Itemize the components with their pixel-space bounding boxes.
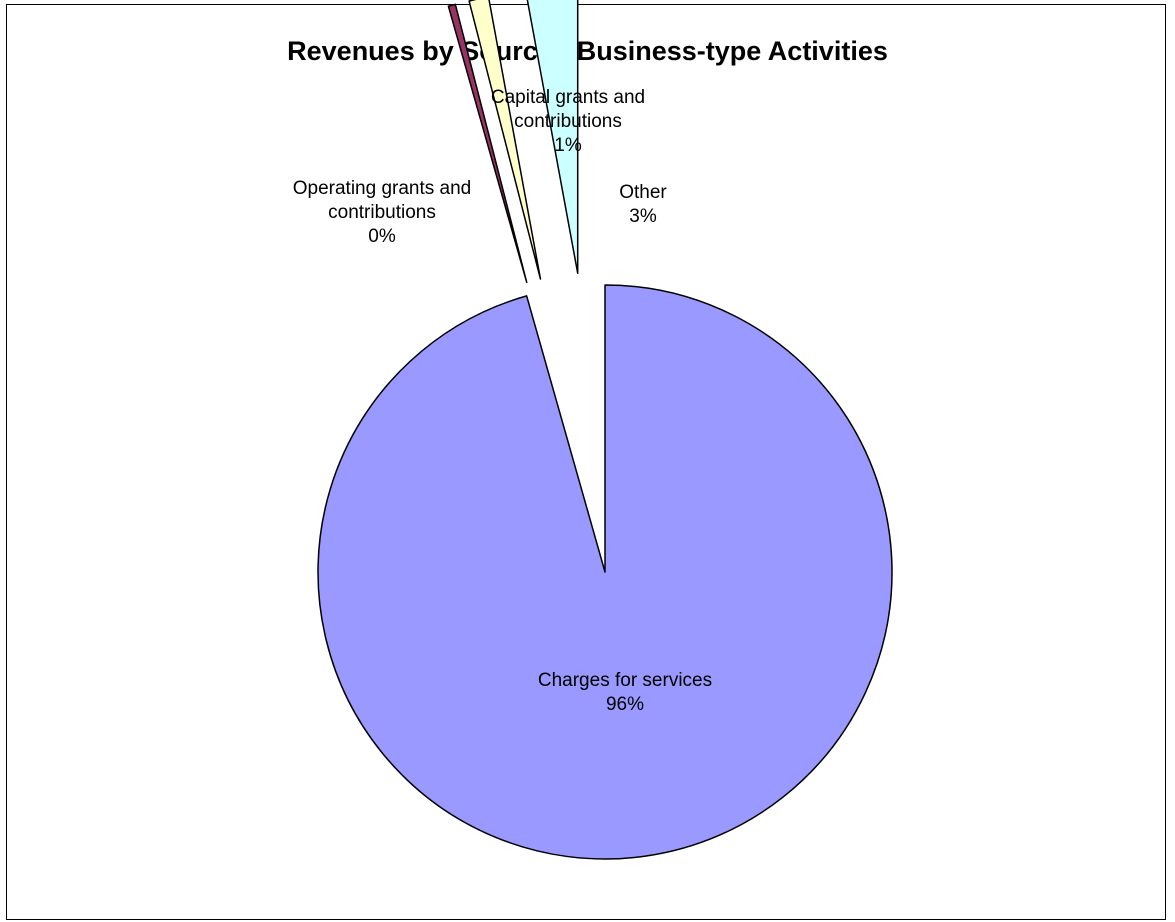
slice-label-operating-grants: Operating grants and contributions 0%: [293, 178, 472, 247]
slice-label-line: Other: [619, 182, 667, 203]
pie-slices: [317, 0, 893, 860]
pie-slice-other: [526, 0, 579, 274]
slice-label-line: Operating grants and: [293, 178, 472, 199]
slice-label-other: Other 3%: [619, 182, 667, 227]
slice-label-line: 1%: [554, 135, 582, 156]
slice-label-line: contributions: [328, 202, 436, 223]
slice-label-capital-grants: Capital grants and contributions 1%: [491, 87, 645, 156]
pie-slice-capital-grants: [468, 0, 542, 280]
pie-labels: Charges for services 96% Operating grants …: [293, 87, 712, 715]
slice-label-line: 0%: [368, 226, 396, 247]
chart-title: Revenues by Source - Business-type Activ…: [287, 36, 888, 66]
slice-label-line: 3%: [629, 206, 657, 227]
slice-label-line: contributions: [514, 111, 622, 132]
slice-label-line: 96%: [606, 694, 644, 715]
slice-label-line: Capital grants and: [491, 87, 645, 108]
slice-label-charges-for-services: Charges for services 96%: [538, 670, 712, 715]
pie-slice-operating-grants: [447, 3, 528, 284]
pie-slice-charges-for-services: [317, 284, 893, 860]
slice-label-line: Charges for services: [538, 670, 712, 691]
